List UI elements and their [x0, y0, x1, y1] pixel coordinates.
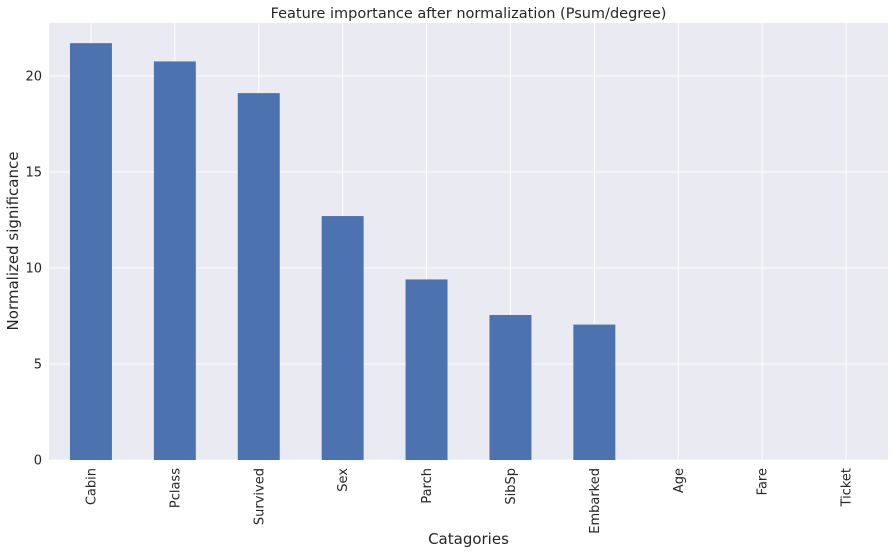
x-tick-label: Cabin — [84, 468, 99, 505]
bars — [69, 43, 616, 461]
x-tick-label: Survived — [252, 468, 267, 525]
bar-sex — [321, 216, 364, 460]
y-tick-label: 15 — [25, 165, 42, 180]
y-tick-label: 10 — [25, 261, 42, 276]
y-tick-label: 20 — [25, 69, 42, 84]
x-tick-label: Pclass — [168, 468, 183, 508]
chart-title: Feature importance after normalization (… — [271, 6, 667, 22]
bar-parch — [405, 279, 448, 460]
y-tick-label: 5 — [34, 357, 42, 372]
bar-cabin — [69, 43, 112, 461]
x-tick-label: Parch — [420, 468, 435, 504]
y-tick-label: 0 — [34, 454, 42, 469]
bar-embarked — [573, 324, 616, 460]
x-tick-label: Fare — [756, 468, 771, 495]
x-tick-label: Age — [672, 468, 687, 493]
x-axis-label: Catagories — [428, 530, 509, 548]
bar-sibsp — [489, 314, 532, 460]
x-tick-label: Ticket — [840, 468, 855, 507]
y-tick-labels: 0 5 10 15 20 — [25, 69, 42, 468]
y-axis-label: Normalized significance — [4, 152, 22, 331]
x-tick-label: Sex — [336, 468, 351, 492]
bar-survived — [237, 93, 280, 460]
x-tick-label: SibSp — [504, 468, 519, 505]
bar-pclass — [153, 61, 196, 461]
x-tick-label: Embarked — [588, 468, 603, 534]
x-tick-labels: Cabin Pclass Survived Sex Parch SibSp Embarked… — [84, 468, 854, 534]
